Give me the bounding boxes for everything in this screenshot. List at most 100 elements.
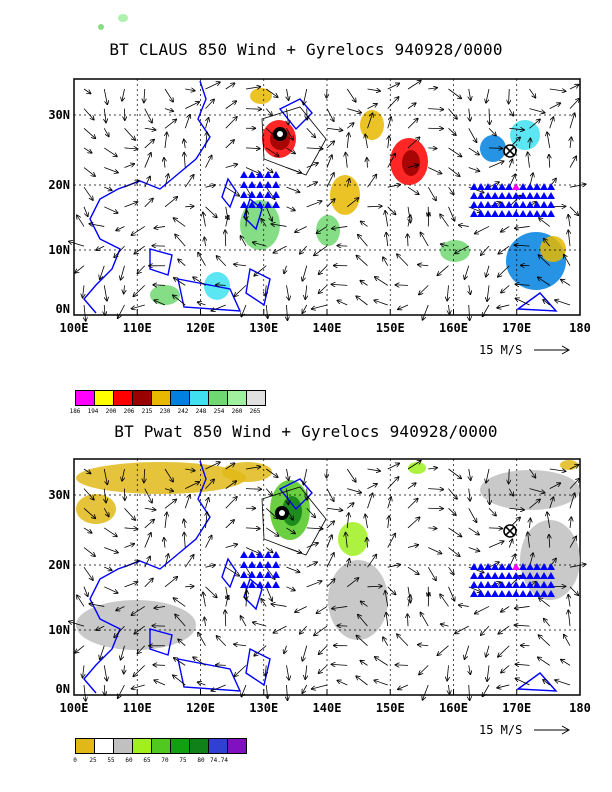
top-wind-vector (497, 304, 510, 308)
top-wind-vector (326, 155, 332, 168)
bot-wind-vector (455, 625, 469, 633)
top-wind-vector (549, 103, 561, 109)
bot-wind-vector (246, 591, 247, 607)
top-wind-vector (361, 221, 368, 227)
top-wind-vector (184, 175, 193, 188)
bot-wind-vector (83, 665, 84, 677)
top-wind-vector (501, 226, 510, 231)
top-wind-vector (83, 206, 88, 217)
top-wind-vector (428, 88, 437, 89)
bot-gyre-marker (248, 571, 256, 578)
top-x-tick-label: 130E (249, 321, 279, 335)
top-cloud-shade (118, 14, 128, 22)
top-typhoon-symbol (273, 127, 287, 141)
top-wind-vector (508, 137, 520, 149)
top-cloud-shade (506, 232, 566, 290)
top-wind-vector (216, 285, 226, 286)
bot-wind-vector (302, 645, 308, 661)
bot-wind-vector (501, 665, 510, 672)
bot-wind-vector (245, 489, 261, 490)
bot-wind-vector (407, 483, 416, 489)
top-gyre-marker (264, 201, 272, 208)
top-gyre-marker (519, 183, 527, 190)
top-wind-vector (374, 300, 388, 306)
top-wind-vector (367, 113, 373, 129)
top-gyre-marker (248, 171, 256, 178)
top-wind-vector (225, 164, 238, 168)
top-wind-vector (284, 265, 287, 274)
top-cloud-shade (262, 120, 296, 158)
top-colorbar-swatch (246, 390, 266, 406)
top-colorbar-swatch (94, 390, 114, 406)
top-wind-vector (234, 264, 247, 265)
top-gyre-marker (491, 183, 499, 190)
top-cloud-shade (150, 285, 180, 305)
top-wind-vector (561, 280, 571, 286)
bot-wind-vector (103, 508, 109, 516)
bot-wind-vector (418, 645, 429, 646)
top-wind-vector (314, 245, 328, 255)
top-wind-vector (184, 153, 185, 168)
bot-gyre-marker (505, 590, 513, 597)
top-track-polygon (261, 106, 327, 176)
bot-wind-vector (75, 645, 85, 653)
bot-wind-vector (137, 645, 146, 654)
top-wind-vector (437, 265, 449, 276)
bot-x-tick-label: 150E (375, 701, 405, 715)
bot-x-tick-label: 160E (439, 701, 468, 715)
top-wind-vector (347, 179, 349, 188)
bot-wind-vector (374, 680, 388, 686)
bot-wind-vector (225, 497, 237, 509)
top-wind-vector (122, 88, 125, 101)
bot-wind-vector (245, 566, 251, 576)
bot-gyre-marker (272, 551, 280, 558)
top-wind-vector (286, 186, 300, 192)
bot-wind-vector (515, 606, 530, 608)
top-gyre-marker (272, 171, 280, 178)
top-gyre-marker (505, 192, 513, 199)
bot-gyre-marker (248, 581, 256, 588)
top-wind-vector (488, 127, 496, 135)
bot-wind-vector (312, 684, 328, 689)
top-wind-vector (104, 147, 117, 157)
bot-wind-vector (326, 521, 334, 529)
bot-gyre-marker (512, 563, 520, 570)
bot-wind-vector (300, 625, 308, 634)
top-wind-vector (225, 186, 239, 196)
top-wind-vector (544, 239, 551, 247)
bot-wind-vector (549, 535, 550, 548)
top-gyre-marker (240, 181, 248, 188)
top-wind-vector (486, 265, 490, 277)
bot-gyre-marker (540, 572, 548, 579)
top-y-tick-label: 0N (55, 302, 70, 316)
top-wind-vector (75, 265, 85, 273)
bot-gyre-marker (484, 590, 492, 597)
bot-wind-vector (116, 606, 125, 610)
bot-pwat-shade (76, 600, 196, 650)
top-gyre-marker (498, 210, 506, 217)
top-wind-vector (385, 211, 388, 227)
bot-wind-vector (367, 484, 378, 489)
top-wind-vector (103, 88, 107, 104)
bot-wind-vector (358, 615, 368, 627)
bot-wind-vector (346, 533, 348, 548)
bot-wind-vector (448, 586, 455, 601)
bot-wind-vector (347, 513, 349, 528)
bot-gyre-marker (491, 590, 499, 597)
top-wind-vector (306, 163, 318, 168)
top-wind-vector (164, 88, 173, 102)
bot-wind-vector (468, 566, 484, 572)
bot-y-tick-label: 30N (48, 488, 70, 502)
bot-wind-vector (501, 606, 510, 611)
bot-wind-vector (265, 586, 272, 601)
top-coastline (149, 248, 173, 276)
bot-wind-vector (185, 586, 194, 587)
top-coastline (243, 197, 263, 231)
top-gyre-marker (256, 191, 264, 198)
top-wind-vector (287, 285, 290, 300)
top-wind-vector (367, 175, 377, 188)
bot-coastline (177, 658, 242, 692)
top-gyre-marker (470, 210, 478, 217)
bot-gyre-marker (547, 572, 555, 579)
top-coastline (245, 267, 271, 307)
